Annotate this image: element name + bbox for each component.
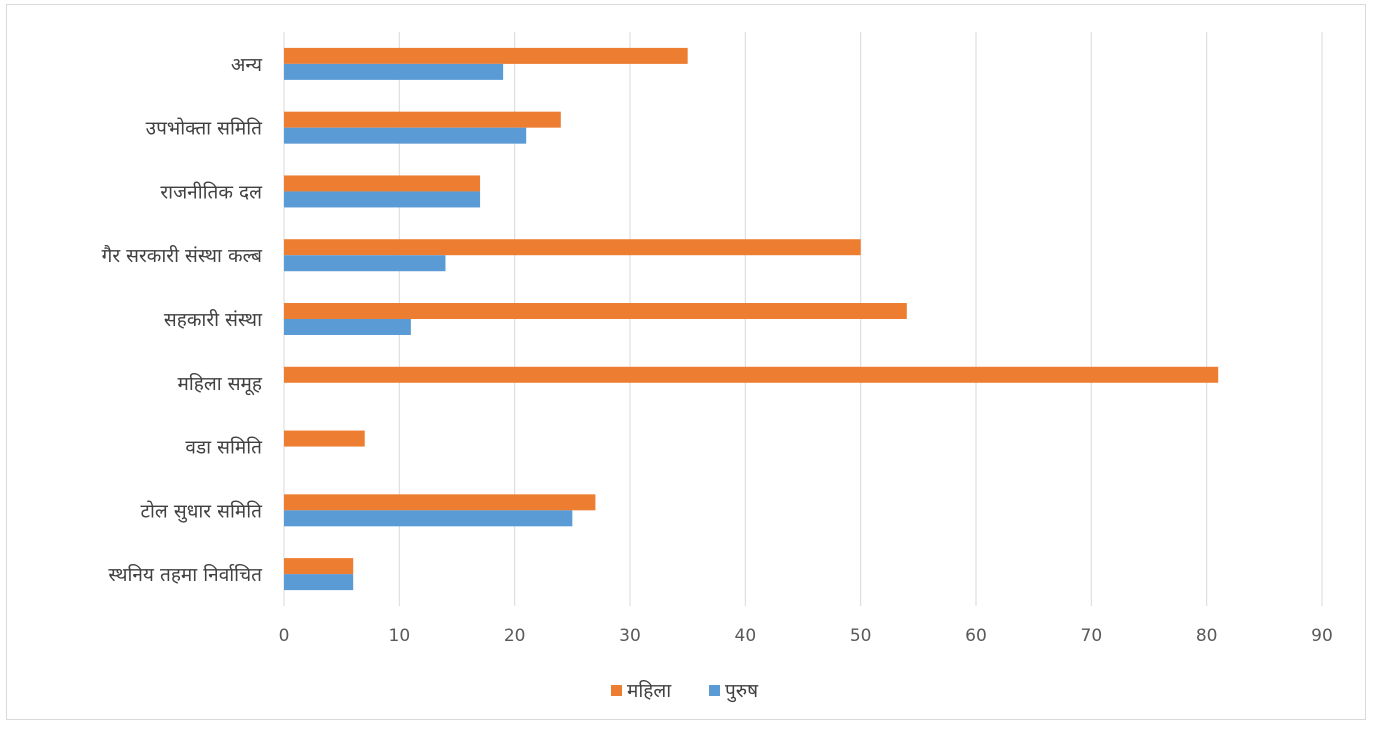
bar-mahila — [284, 111, 561, 128]
bar-purush — [284, 63, 504, 80]
category-label: राजनीतिक दल — [160, 180, 263, 203]
category-labels: अन्य उपभोक्ता समिति राजनीतिक दल गैर सरकारी … — [102, 54, 264, 586]
bar-mahila — [284, 430, 365, 447]
x-tick-label: 0 — [279, 626, 290, 646]
x-tick-label: 10 — [389, 626, 411, 646]
category-label: महिला समूह — [177, 372, 262, 396]
bar-mahila — [284, 494, 596, 511]
category-label: स्थनिय तहमा निर्वाचित — [108, 563, 263, 586]
bar-mahila — [284, 239, 861, 256]
x-tick-label: 90 — [1311, 626, 1333, 646]
category-label: उपभोक्ता समिति — [146, 117, 264, 140]
x-tick-label: 50 — [850, 626, 872, 646]
legend: महिला पुरुष — [611, 679, 759, 703]
category-label: गैर सरकारी संस्था कल्ब — [102, 244, 263, 267]
bar-purush — [284, 574, 354, 591]
legend-label: पुरुष — [725, 680, 759, 703]
x-tick-label: 70 — [1081, 626, 1103, 646]
bar-mahila — [284, 366, 1219, 383]
legend-label: महिला — [627, 679, 672, 702]
category-label: वडा समिति — [185, 436, 263, 459]
bars — [284, 47, 1219, 591]
bar-purush — [284, 191, 481, 208]
legend-swatch — [611, 685, 622, 696]
bar-mahila — [284, 303, 907, 319]
category-label: अन्य — [231, 54, 263, 76]
x-tick-label: 20 — [504, 626, 526, 646]
category-label: टोल सुधार समिति — [140, 499, 263, 523]
chart-frame — [6, 4, 1366, 720]
bar-purush — [284, 127, 527, 144]
bar-mahila — [284, 558, 354, 575]
bar-purush — [284, 319, 411, 335]
legend-swatch — [709, 685, 720, 696]
x-tick-labels: 0 10 20 30 40 50 60 70 80 90 — [279, 626, 1333, 646]
bar-purush — [284, 510, 573, 527]
bar-mahila — [284, 175, 481, 192]
x-tick-label: 40 — [735, 626, 757, 646]
bar-mahila — [284, 47, 688, 64]
x-tick-label: 30 — [619, 626, 641, 646]
x-tick-label: 80 — [1196, 626, 1218, 646]
x-tick-label: 60 — [965, 626, 987, 646]
category-label: सहकारी संस्था — [164, 308, 263, 331]
bar-purush — [284, 255, 446, 272]
